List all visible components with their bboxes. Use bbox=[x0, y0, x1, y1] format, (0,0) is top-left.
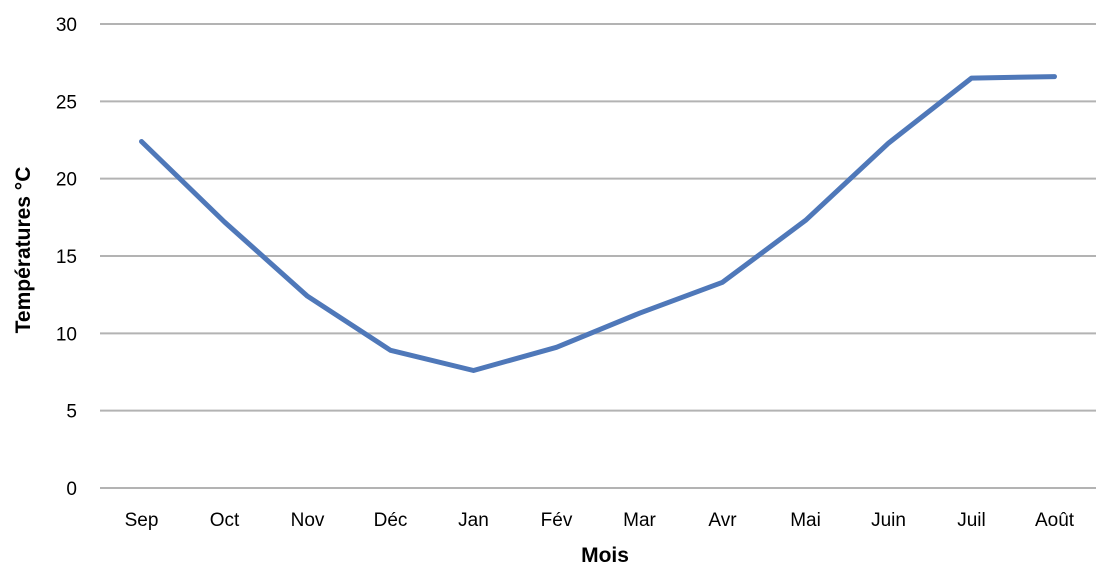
x-tick-label: Fév bbox=[541, 510, 573, 531]
y-tick-label: 10 bbox=[56, 324, 77, 345]
x-tick-label: Mai bbox=[790, 510, 821, 531]
x-tick-label: Jan bbox=[458, 510, 489, 531]
x-tick-label: Nov bbox=[291, 510, 325, 531]
x-tick-label: Oct bbox=[210, 510, 240, 531]
series-line bbox=[139, 74, 1057, 373]
y-axis-title: Températures °C bbox=[12, 167, 35, 334]
x-tick-label: Sep bbox=[125, 510, 159, 531]
y-tick-label: 25 bbox=[56, 92, 77, 113]
x-tick-label: Juin bbox=[871, 510, 906, 531]
y-axis-ticks: 0 5 10 15 20 25 30 bbox=[56, 15, 77, 500]
y-tick-label: 30 bbox=[56, 15, 77, 36]
x-axis-title: Mois bbox=[581, 544, 629, 567]
gridlines bbox=[100, 23, 1096, 489]
x-tick-label: Mar bbox=[623, 510, 656, 531]
y-tick-label: 5 bbox=[66, 402, 77, 423]
x-tick-label: Août bbox=[1035, 510, 1075, 531]
y-tick-label: 15 bbox=[56, 247, 77, 268]
x-tick-label: Juil bbox=[957, 510, 986, 531]
x-axis-ticks: Sep Oct Nov Déc Jan Fév Mar Avr Mai Juin Juil Août bbox=[125, 510, 1075, 531]
series-group bbox=[139, 74, 1057, 373]
y-tick-label: 20 bbox=[56, 170, 77, 191]
y-tick-label: 0 bbox=[66, 479, 77, 500]
x-tick-label: Avr bbox=[708, 510, 737, 531]
x-tick-label: Déc bbox=[374, 510, 408, 531]
